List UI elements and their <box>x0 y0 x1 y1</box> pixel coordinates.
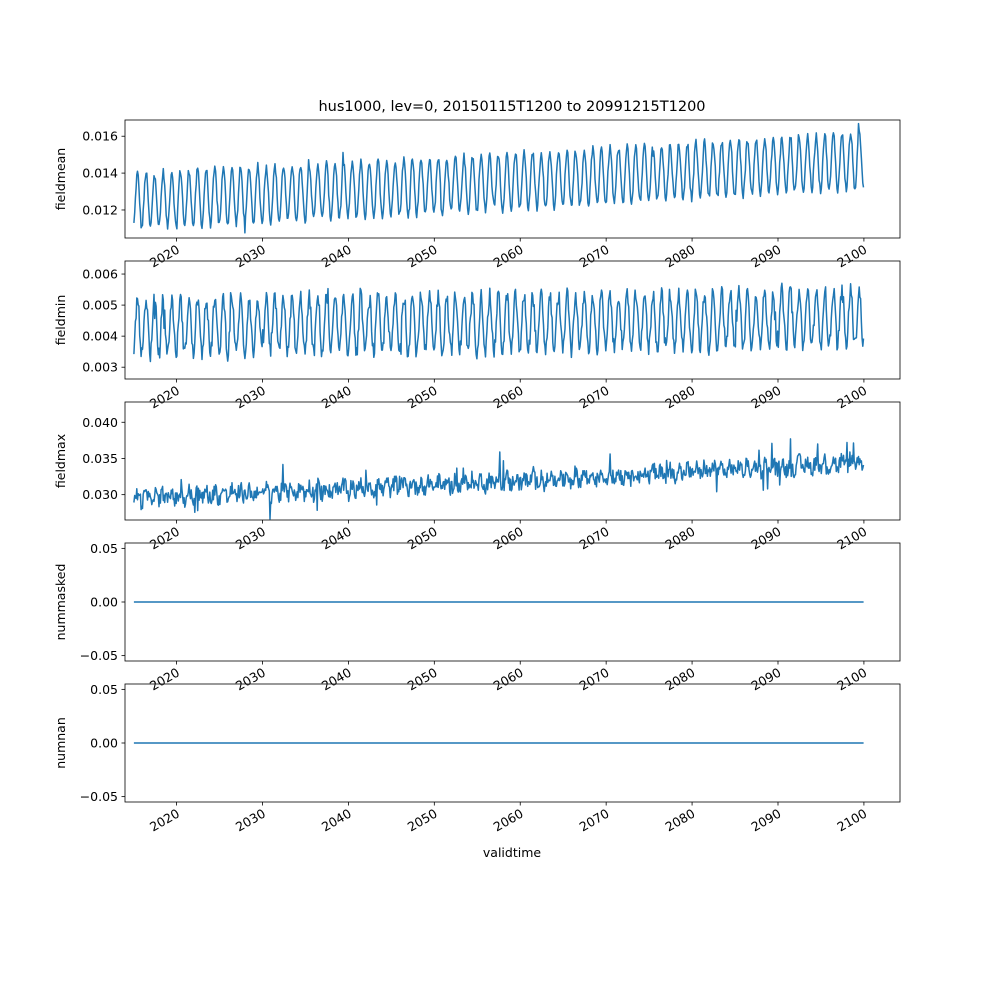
axes-frame <box>124 401 901 521</box>
y-tick-label: −0.05 <box>80 789 118 804</box>
axes-frame <box>124 119 901 239</box>
y-tick-label: 0.004 <box>82 329 118 344</box>
y-tick-label: −0.05 <box>80 648 118 663</box>
y-tick-label: 0.030 <box>82 487 118 502</box>
y-axis-label: fieldmean <box>53 148 68 210</box>
figure-title: hus1000, lev=0, 20150115T1200 to 2099121… <box>318 99 705 115</box>
y-tick-label: 0.016 <box>82 129 118 144</box>
y-tick-label: 0.012 <box>82 202 118 217</box>
y-tick-label: 0.05 <box>90 682 118 697</box>
y-axis-label: fieldmax <box>53 434 68 488</box>
y-tick-label: 0.00 <box>90 595 118 610</box>
y-axis-label: fieldmin <box>53 295 68 346</box>
y-tick-label: 0.005 <box>82 298 118 313</box>
y-tick-label: 0.05 <box>90 541 118 556</box>
series-line-fieldmax <box>133 438 865 520</box>
series-line-fieldmean <box>133 122 865 234</box>
x-axis-label: validtime <box>483 845 541 860</box>
y-tick-label: 0.003 <box>82 360 118 375</box>
series-line-fieldmin <box>133 282 865 363</box>
axes-frame <box>124 260 901 380</box>
y-tick-label: 0.040 <box>82 415 118 430</box>
y-tick-label: 0.014 <box>82 166 118 181</box>
y-axis-label: nummasked <box>53 564 68 641</box>
y-axis-label: numnan <box>53 717 68 769</box>
y-tick-label: 0.006 <box>82 267 118 282</box>
y-tick-label: 0.035 <box>82 451 118 466</box>
y-tick-label: 0.00 <box>90 736 118 751</box>
